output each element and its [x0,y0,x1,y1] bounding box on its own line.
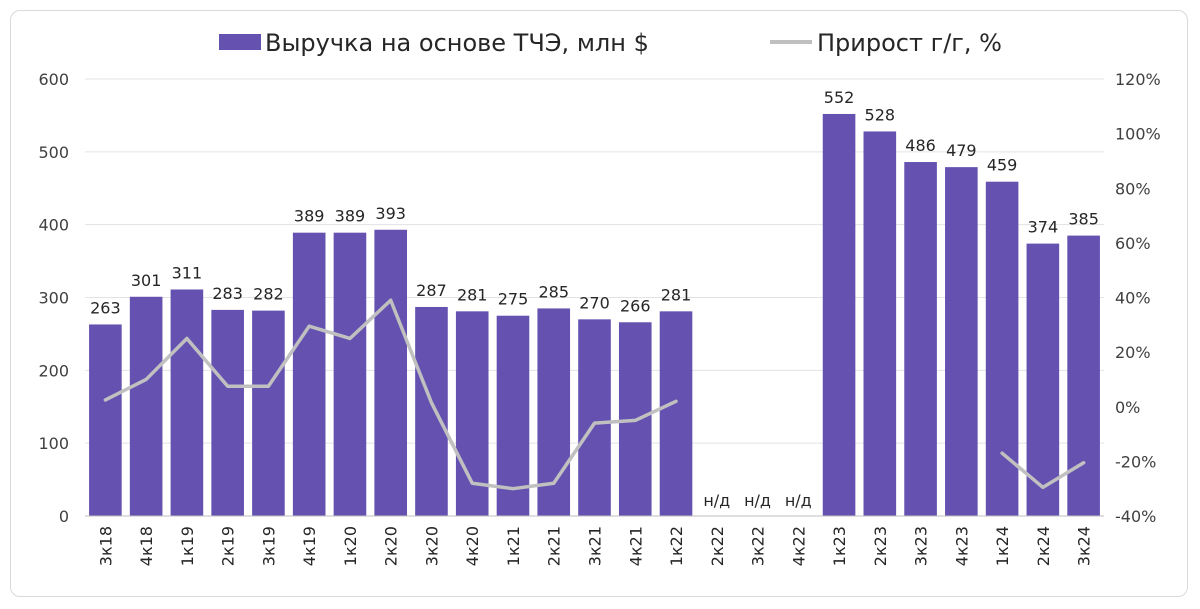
bar-data-label: н/д [703,491,730,510]
bar [374,229,408,516]
bar-data-label: 270 [579,293,610,312]
bar-data-label: 389 [294,207,325,226]
bar [89,324,122,516]
bar-data-label: 275 [498,290,529,309]
bar-data-label: 528 [865,105,896,124]
bar [822,113,856,517]
x-tick-label: 3к22 [749,526,768,566]
bar-data-label: 552 [824,88,855,107]
bar [129,296,163,516]
y-right-tick-label: 0% [1115,398,1140,417]
bar-data-label: 459 [987,156,1018,175]
x-tick-label: 3к20 [422,526,441,566]
revenue-growth-chart: 0 100 200 300 400 500 600 -40% -20% 0% 20% 40% 60% 80… [38,29,1161,566]
bar-data-label: 374 [1028,218,1059,237]
y-left-tick-label: 300 [38,289,69,308]
x-tick-label: 2к23 [871,526,890,566]
bar-data-label: 311 [172,263,203,282]
y-left-tick-label: 100 [38,434,69,453]
bar-data-label: 281 [457,285,488,304]
bar [578,319,611,516]
y-right-tick-label: 40% [1115,289,1151,308]
bar [292,232,326,516]
x-tick-label: 2к24 [1034,526,1053,566]
y-left-tick-label: 400 [38,216,69,235]
y-left-tick-label: 200 [38,361,69,380]
x-tick-label: 3к19 [259,526,278,566]
bar [415,306,448,516]
bar-data-label: 266 [620,296,651,315]
x-tick-label: 1к22 [667,526,686,566]
bar-data-label: 385 [1068,210,1099,229]
bar [904,162,937,516]
x-tick-label: 2к19 [219,526,238,566]
x-tick-label: 4к22 [789,526,808,566]
x-tick-label: 4к19 [300,526,319,566]
bar-data-label: 486 [905,136,936,155]
x-tick-label: 4к23 [952,526,971,566]
y-right-tick-label: 20% [1115,343,1151,362]
y-left-tick-label: 600 [38,70,69,89]
x-tick-label: 3к24 [1075,526,1094,566]
x-tick-label: 2к21 [545,526,564,566]
y-left-tick-label: 500 [38,143,69,162]
bar-data-label: 287 [416,281,447,300]
chart-card: 0 100 200 300 400 500 600 -40% -20% 0% 20% 40% 60% 80… [10,10,1188,597]
x-tick-label: 1к24 [993,526,1012,566]
bar [333,232,367,516]
y-right-tick-label: 80% [1115,179,1151,198]
x-tick-label: 4к21 [626,526,645,566]
bar-data-label: 301 [131,271,162,290]
x-tick-label: 3к23 [912,526,931,566]
growth-line-segment [1000,451,1086,490]
legend-label-revenue: Выручка на основе ТЧЭ, млн $ [265,29,649,57]
bar-data-label: 389 [335,207,366,226]
growth-line-segment [103,298,678,491]
bar-data-label: 263 [90,298,121,317]
x-tick-label: 3к21 [586,526,605,566]
y-right-tick-label: -40% [1115,507,1156,526]
bar [170,289,204,516]
x-tick-label: 3к18 [96,526,115,566]
bar [211,309,244,516]
x-tick-label: 2к20 [382,526,401,566]
bar-data-label: 285 [538,282,569,301]
x-tick-label: 4к18 [137,526,156,566]
bar [252,310,285,516]
bar [863,131,897,516]
legend-label-growth: Прирост г/г, % [817,29,1002,57]
bar-data-label: 282 [253,285,284,304]
y-right-tick-label: 60% [1115,234,1151,253]
x-tick-label: 1к19 [178,526,197,566]
bar-data-label: 393 [375,204,406,223]
legend-swatch-revenue [219,34,261,50]
bar [1067,235,1100,516]
bar-data-label: 281 [661,285,692,304]
bar-data-label: 283 [212,284,243,303]
bar [496,315,530,516]
x-tick-label: 2к22 [708,526,727,566]
x-tick-label: 4к20 [463,526,482,566]
bar-data-label: н/д [744,491,771,510]
bar [985,181,1019,516]
x-tick-label: 1к20 [341,526,360,566]
bar [659,311,693,516]
bar-data-label: 479 [946,141,977,160]
y-right-tick-label: -20% [1115,452,1156,471]
x-tick-label: 1к21 [504,526,523,566]
y-right-tick-label: 120% [1115,70,1161,89]
bar [945,167,978,516]
y-right-tick-label: 100% [1115,125,1161,144]
bar-data-label: н/д [785,491,812,510]
y-left-tick-label: 0 [59,507,69,526]
bar [1026,243,1060,516]
x-tick-label: 1к23 [830,526,849,566]
